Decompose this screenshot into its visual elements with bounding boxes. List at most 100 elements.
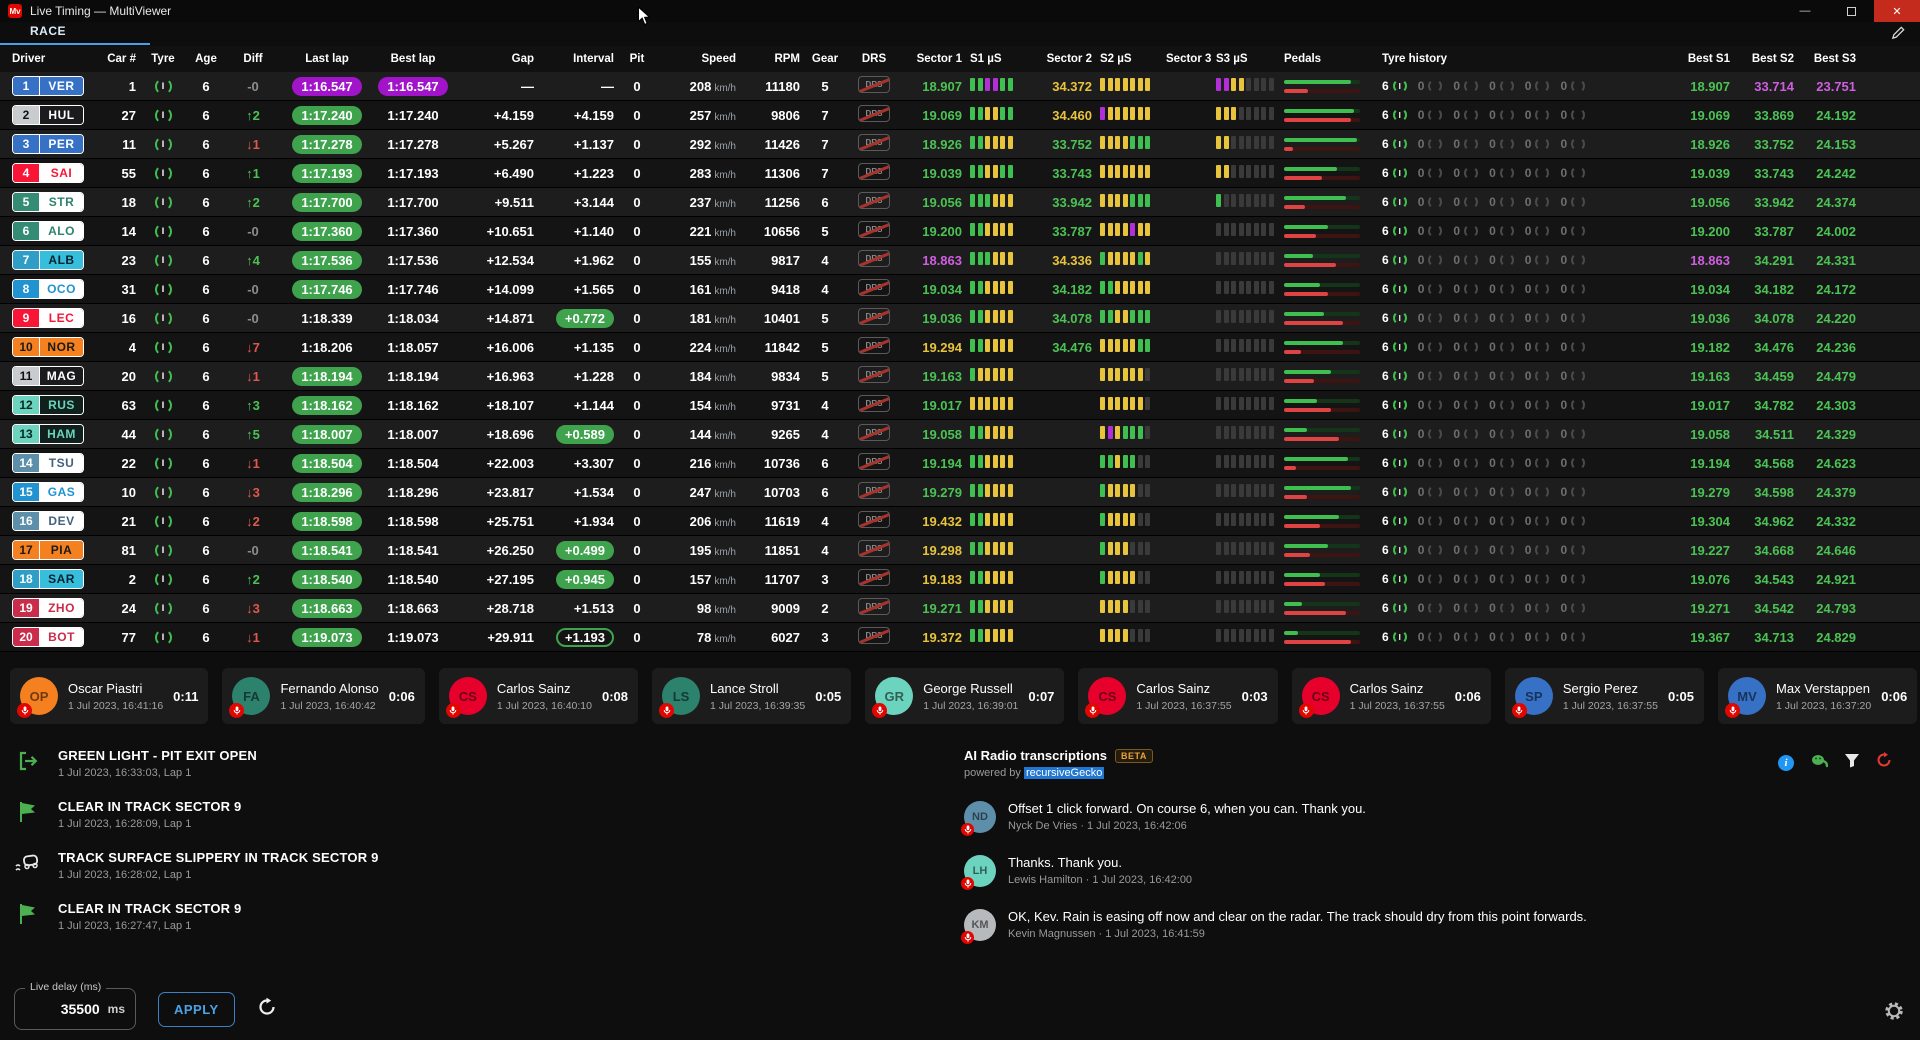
driver-badge[interactable]: 14 TSU — [8, 453, 96, 473]
microsector-segment — [1130, 339, 1135, 352]
team-radio-card[interactable]: CS Carlos Sainz 1 Jul 2023, 16:40:10 0:08 — [438, 668, 639, 724]
table-row[interactable]: 2 HUL 27 I 6 ↑2 1:17.240 1:17.240 +4.159 … — [0, 101, 1920, 130]
sector3-microsectors — [1212, 542, 1280, 558]
table-row[interactable]: 9 LEC 16 I 6 -0 1:18.339 1:18.034 +14.871… — [0, 304, 1920, 333]
driver-badge[interactable]: 20 BOT — [8, 627, 96, 647]
driver-badge[interactable]: 19 ZHO — [8, 598, 96, 618]
minimize-button[interactable]: — — [1799, 5, 1811, 17]
column-header[interactable]: Best lap — [390, 53, 436, 65]
column-header[interactable]: Pit — [629, 53, 645, 65]
table-row[interactable]: 16 DEV 21 I 6 ↓2 1:18.598 1:18.598 +25.75… — [0, 507, 1920, 536]
table-row[interactable]: 17 PIA 81 I 6 -0 1:18.541 1:18.541 +26.25… — [0, 536, 1920, 565]
drs-indicator: DRS — [846, 511, 902, 531]
gecko-icon[interactable] — [1810, 752, 1829, 773]
table-row[interactable]: 12 RUS 63 I 6 ↑3 1:18.162 1:18.162 +18.10… — [0, 391, 1920, 420]
driver-badge[interactable]: 18 SAR — [8, 569, 96, 589]
column-header[interactable]: S1 µS — [970, 53, 1002, 65]
column-header[interactable]: Last lap — [305, 53, 349, 65]
table-row[interactable]: 19 ZHO 24 I 6 ↓3 1:18.663 1:18.663 +28.71… — [0, 594, 1920, 623]
table-row[interactable]: 5 STR 18 I 6 ↑2 1:17.700 1:17.700 +9.511 … — [0, 188, 1920, 217]
driver-badge[interactable]: 1 VER — [8, 76, 96, 96]
info-icon[interactable]: i — [1778, 754, 1794, 771]
table-row[interactable]: 7 ALB 23 I 6 ↑4 1:17.536 1:17.536 +12.534… — [0, 246, 1920, 275]
close-button[interactable]: ✕ — [1874, 0, 1920, 22]
column-header[interactable]: Car # — [107, 53, 136, 65]
table-row[interactable]: 3 PER 11 I 6 ↓1 1:17.278 1:17.278 +5.267 … — [0, 130, 1920, 159]
column-header[interactable]: Gap — [511, 53, 534, 65]
column-header[interactable]: Diff — [243, 53, 263, 65]
team-radio-card[interactable]: MV Max Verstappen 1 Jul 2023, 16:37:20 0:… — [1718, 668, 1918, 724]
column-header[interactable]: Sector 3 — [1166, 53, 1212, 65]
driver-badge[interactable]: 17 PIA — [8, 540, 96, 560]
driver-badge[interactable]: 11 MAG — [8, 366, 96, 386]
column-header[interactable]: Interval — [573, 53, 614, 65]
apply-button[interactable]: APPLY — [158, 991, 235, 1027]
team-radio-card[interactable]: SP Sergio Perez 1 Jul 2023, 16:37:55 0:05 — [1504, 668, 1705, 724]
column-header[interactable]: Best S1 — [1687, 53, 1730, 65]
powered-by-link[interactable]: recursiveGecko — [1023, 767, 1105, 779]
team-radio-card[interactable]: CS Carlos Sainz 1 Jul 2023, 16:37:55 0:03 — [1078, 668, 1278, 724]
table-row[interactable]: 18 SAR 2 I 6 ↑2 1:18.540 1:18.540 +27.195… — [0, 565, 1920, 594]
filter-icon[interactable] — [1844, 753, 1860, 773]
driver-badge[interactable]: 10 NOR — [8, 337, 96, 357]
microsector-segment — [1223, 165, 1229, 178]
column-header[interactable]: Best S3 — [1813, 53, 1856, 65]
column-header[interactable]: DRS — [861, 53, 887, 65]
table-row[interactable]: 20 BOT 77 I 6 ↓1 1:19.073 1:19.073 +29.91… — [0, 623, 1920, 652]
team-radio-card[interactable]: CS Carlos Sainz 1 Jul 2023, 16:37:55 0:06 — [1291, 668, 1491, 724]
table-row[interactable]: 6 ALO 14 I 6 -0 1:17.360 1:17.360 +10.651… — [0, 217, 1920, 246]
column-header[interactable]: Gear — [811, 53, 839, 65]
transcription-message[interactable]: ND Offset 1 click forward. On course 6, … — [961, 801, 1892, 836]
team-radio-card[interactable]: LS Lance Stroll 1 Jul 2023, 16:39:35 0:05 — [652, 668, 852, 724]
column-header[interactable]: S2 µS — [1100, 53, 1132, 65]
column-header[interactable]: S3 µS — [1216, 53, 1248, 65]
sector2-time: 34.476 — [1052, 339, 1092, 355]
column-header[interactable]: Sector 1 — [916, 53, 962, 65]
driver-badge[interactable]: 13 HAM — [8, 424, 96, 444]
refresh-icon[interactable] — [1876, 752, 1892, 773]
sector2-microsectors — [1096, 78, 1162, 94]
table-row[interactable]: 4 SAI 55 I 6 ↑1 1:17.193 1:17.193 +6.490 … — [0, 159, 1920, 188]
column-header[interactable]: Age — [195, 53, 217, 65]
microsector-segment — [977, 426, 983, 439]
team-radio-card[interactable]: GR George Russell 1 Jul 2023, 16:39:01 0:… — [865, 668, 1065, 724]
driver-badge[interactable]: 5 STR — [8, 192, 96, 212]
column-header[interactable]: Sector 2 — [1046, 53, 1092, 65]
driver-badge[interactable]: 7 ALB — [8, 250, 96, 270]
transcription-message[interactable]: LH Thanks. Thank you. Lewis Hamilton · 1 … — [961, 855, 1892, 890]
driver-badge[interactable]: 12 RUS — [8, 395, 96, 415]
team-radio-card[interactable]: FA Fernando Alonso 1 Jul 2023, 16:40:42 0… — [222, 668, 425, 724]
driver-badge[interactable]: 8 OCO — [8, 279, 96, 299]
column-header[interactable]: Speed — [701, 53, 736, 65]
column-header[interactable]: RPM — [774, 53, 800, 65]
column-header[interactable]: Pedals — [1284, 53, 1322, 65]
column-header[interactable]: Driver — [12, 53, 46, 65]
settings-gear-icon[interactable] — [1884, 1001, 1904, 1026]
table-row[interactable]: 14 TSU 22 I 6 ↓1 1:18.504 1:18.504 +22.00… — [0, 449, 1920, 478]
table-row[interactable]: 11 MAG 20 I 6 ↓1 1:18.194 1:18.194 +16.96… — [0, 362, 1920, 391]
reload-delay-icon[interactable] — [257, 997, 277, 1022]
driver-badge[interactable]: 16 DEV — [8, 511, 96, 531]
column-header[interactable]: Best S2 — [1751, 53, 1794, 65]
table-row[interactable]: 13 HAM 44 I 6 ↑5 1:18.007 1:18.007 +18.69… — [0, 420, 1920, 449]
column-header[interactable]: Tyre history — [1382, 53, 1447, 65]
transcription-message[interactable]: KM OK, Kev. Rain is easing off now and c… — [961, 909, 1892, 944]
table-row[interactable]: 15 GAS 10 I 6 ↓3 1:18.296 1:18.296 +23.81… — [0, 478, 1920, 507]
driver-badge[interactable]: 3 PER — [8, 134, 96, 154]
driver-badge[interactable]: 6 ALO — [8, 221, 96, 241]
interval: +1.565 — [573, 281, 614, 297]
edit-layout-icon[interactable] — [1891, 25, 1906, 45]
live-delay-input[interactable] — [43, 1001, 100, 1017]
driver-badge[interactable]: 4 SAI — [8, 163, 96, 183]
driver-badge[interactable]: 9 LEC — [8, 308, 96, 328]
table-row[interactable]: 1 VER 1 I 6 -0 1:16.547 1:16.547 — — 0 20… — [0, 72, 1920, 101]
driver-badge[interactable]: 2 HUL — [8, 105, 96, 125]
driver-badge[interactable]: 15 GAS — [8, 482, 96, 502]
microsector-segment — [1238, 629, 1244, 642]
table-row[interactable]: 8 OCO 31 I 6 -0 1:17.746 1:17.746 +14.099… — [0, 275, 1920, 304]
table-row[interactable]: 10 NOR 4 I 6 ↓7 1:18.206 1:18.057 +16.006… — [0, 333, 1920, 362]
tab-race[interactable]: RACE — [30, 24, 67, 38]
column-header[interactable]: Tyre — [151, 53, 175, 65]
team-radio-card[interactable]: OP Oscar Piastri 1 Jul 2023, 16:41:16 0:1… — [10, 668, 209, 724]
maximize-button[interactable] — [1828, 0, 1874, 22]
